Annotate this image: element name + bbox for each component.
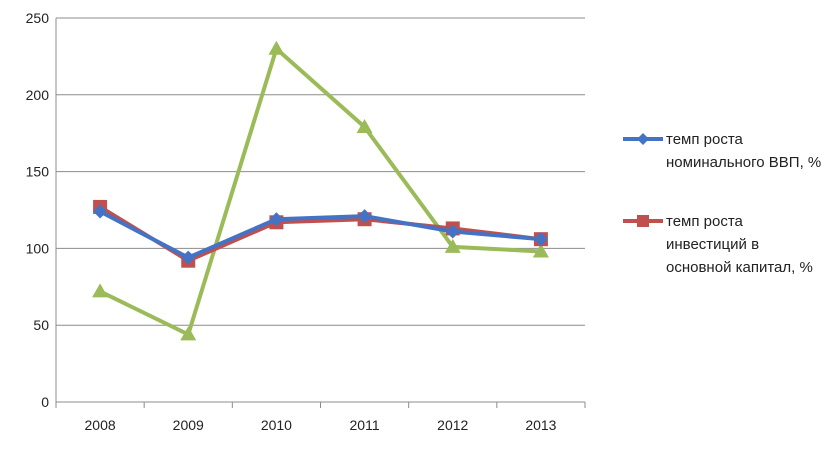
y-tick-label: 100: [26, 240, 50, 256]
x-tick-label: 2010: [261, 417, 292, 433]
x-tick-label: 2013: [525, 417, 556, 433]
x-tick-label: 2012: [437, 417, 468, 433]
data-point-diamond: [357, 209, 372, 224]
data-point-diamond: [269, 212, 284, 227]
data-point-diamond: [445, 224, 460, 239]
legend-swatch-investment-icon: [623, 215, 663, 227]
data-point-triangle: [180, 326, 197, 341]
y-tick-label: 0: [41, 394, 49, 410]
y-tick-label: 250: [26, 10, 50, 26]
series-line-2: [99, 46, 542, 337]
x-tick-label: 2009: [173, 417, 204, 433]
data-point-diamond: [181, 250, 196, 265]
legend-item-investment: темп роста инвестиций в основной капитал…: [622, 210, 827, 279]
legend-swatch-gdp-icon: [623, 133, 663, 145]
x-tick-label: 2011: [350, 417, 380, 433]
data-point-triangle: [356, 119, 373, 134]
data-point-triangle: [532, 243, 549, 258]
data-point-triangle: [92, 283, 109, 298]
legend-label-investment: темп роста инвестиций в основной капитал…: [666, 213, 813, 276]
y-tick-label: 150: [26, 164, 50, 180]
y-tick-label: 200: [26, 87, 50, 103]
legend-item-gdp: темп роста номинального ВВП, %: [622, 128, 827, 174]
data-point-triangle: [444, 238, 461, 253]
legend: темп роста номинального ВВП, % темп рост…: [622, 128, 827, 315]
x-tick-label: 2008: [85, 417, 116, 433]
data-point-diamond: [533, 232, 548, 247]
legend-label-gdp: темп роста номинального ВВП, %: [666, 131, 822, 171]
data-point-triangle: [268, 40, 285, 55]
y-tick-label: 50: [33, 317, 49, 333]
series-line-0: [99, 209, 542, 260]
data-point-diamond: [93, 204, 108, 219]
